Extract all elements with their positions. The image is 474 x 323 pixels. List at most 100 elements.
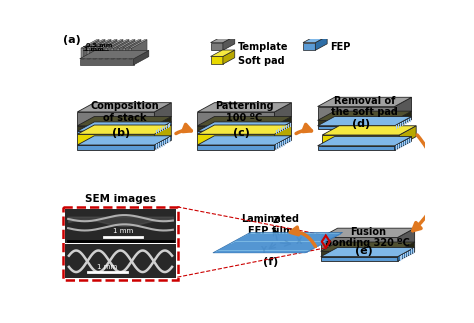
Polygon shape — [395, 111, 411, 126]
Polygon shape — [114, 40, 129, 59]
Polygon shape — [129, 48, 132, 59]
Text: (c): (c) — [233, 128, 249, 138]
Polygon shape — [77, 117, 171, 126]
Text: (e): (e) — [356, 246, 373, 256]
Polygon shape — [81, 48, 84, 59]
Polygon shape — [318, 97, 411, 107]
Polygon shape — [318, 126, 395, 129]
Polygon shape — [303, 43, 315, 50]
Polygon shape — [213, 233, 343, 253]
FancyArrowPatch shape — [296, 124, 311, 133]
Polygon shape — [80, 59, 134, 65]
Polygon shape — [395, 117, 411, 129]
Polygon shape — [210, 43, 223, 50]
Polygon shape — [210, 57, 223, 64]
Polygon shape — [123, 48, 126, 59]
Polygon shape — [198, 145, 274, 150]
Polygon shape — [105, 48, 108, 59]
Polygon shape — [223, 36, 235, 50]
Polygon shape — [321, 237, 398, 251]
Text: 1 mm: 1 mm — [83, 47, 103, 52]
Polygon shape — [102, 40, 117, 59]
Polygon shape — [198, 136, 292, 145]
Polygon shape — [210, 36, 235, 43]
Polygon shape — [77, 136, 171, 145]
Text: Template: Template — [238, 42, 288, 52]
Polygon shape — [274, 125, 292, 145]
Polygon shape — [210, 50, 235, 57]
Polygon shape — [117, 48, 120, 59]
Polygon shape — [322, 135, 399, 146]
Polygon shape — [318, 146, 395, 151]
Polygon shape — [99, 40, 117, 48]
Polygon shape — [132, 40, 147, 59]
Polygon shape — [77, 112, 155, 126]
Text: Composition
of stack: Composition of stack — [90, 101, 159, 123]
Polygon shape — [77, 103, 171, 112]
Polygon shape — [77, 126, 155, 131]
Polygon shape — [126, 40, 141, 59]
Bar — [65, 209, 176, 243]
Text: SEM images: SEM images — [85, 193, 156, 203]
Polygon shape — [399, 126, 416, 146]
Text: Fusion
bonding 320 ºC: Fusion bonding 320 ºC — [325, 227, 410, 248]
Polygon shape — [155, 122, 171, 134]
Polygon shape — [321, 242, 415, 251]
Polygon shape — [315, 36, 327, 50]
Polygon shape — [99, 48, 102, 59]
Text: Patterning
100 ºC: Patterning 100 ºC — [215, 101, 274, 123]
Polygon shape — [129, 40, 147, 48]
Polygon shape — [398, 247, 415, 261]
FancyArrowPatch shape — [290, 227, 316, 246]
Polygon shape — [321, 247, 415, 257]
Text: (f): (f) — [263, 257, 278, 267]
Bar — [65, 245, 176, 278]
Polygon shape — [398, 228, 415, 251]
Polygon shape — [274, 103, 292, 126]
Text: (d): (d) — [352, 119, 370, 129]
Polygon shape — [87, 40, 105, 48]
Polygon shape — [155, 117, 171, 131]
Polygon shape — [223, 50, 235, 64]
Polygon shape — [155, 125, 171, 145]
Text: Y: Y — [260, 246, 266, 255]
Polygon shape — [321, 251, 398, 257]
Polygon shape — [398, 242, 415, 257]
Text: Soft pad: Soft pad — [238, 56, 284, 66]
FancyArrowPatch shape — [413, 135, 438, 231]
Text: (a): (a) — [63, 35, 81, 45]
Polygon shape — [274, 136, 292, 150]
Text: 1 mm: 1 mm — [97, 264, 118, 270]
FancyArrowPatch shape — [176, 124, 191, 133]
Polygon shape — [155, 103, 171, 126]
Polygon shape — [155, 136, 171, 150]
Polygon shape — [318, 137, 411, 146]
Polygon shape — [111, 40, 129, 48]
Polygon shape — [123, 40, 141, 48]
Polygon shape — [80, 50, 149, 59]
Polygon shape — [90, 40, 105, 59]
Polygon shape — [96, 40, 111, 59]
Polygon shape — [318, 111, 411, 120]
Polygon shape — [77, 131, 155, 134]
Polygon shape — [321, 228, 415, 237]
Text: Z: Z — [273, 216, 278, 224]
Polygon shape — [198, 126, 274, 131]
Polygon shape — [108, 40, 123, 59]
Polygon shape — [395, 137, 411, 151]
Polygon shape — [321, 257, 398, 261]
Polygon shape — [303, 36, 327, 43]
Polygon shape — [318, 107, 395, 120]
Polygon shape — [198, 122, 292, 131]
Text: FEP: FEP — [330, 42, 351, 52]
Polygon shape — [81, 40, 99, 48]
Text: Removal of
the soft pad: Removal of the soft pad — [331, 96, 398, 117]
Polygon shape — [84, 40, 99, 59]
Polygon shape — [318, 120, 395, 126]
Polygon shape — [77, 125, 171, 134]
Polygon shape — [198, 103, 292, 112]
Text: 0.5 mm: 0.5 mm — [86, 43, 112, 48]
Polygon shape — [322, 126, 416, 135]
Polygon shape — [198, 117, 292, 126]
Polygon shape — [274, 122, 292, 134]
